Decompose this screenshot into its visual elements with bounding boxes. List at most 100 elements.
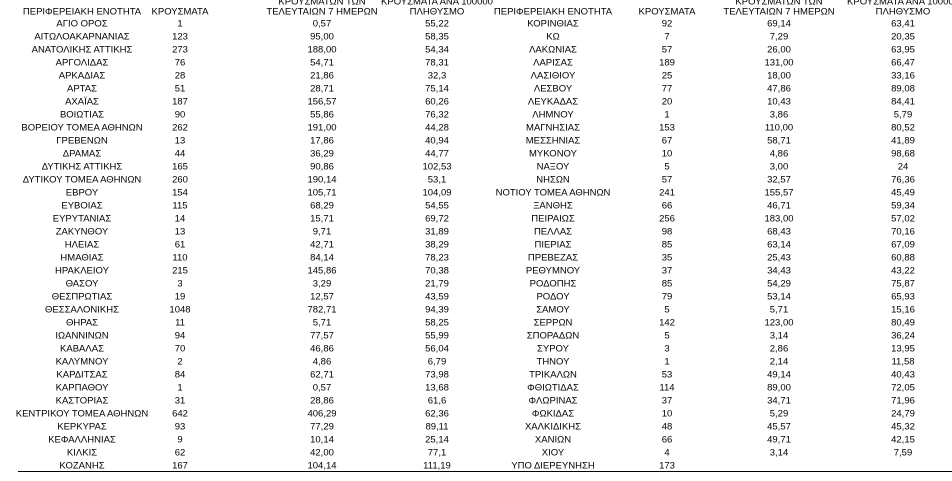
region-name: ΦΘΙΩΤΙΔΑΣ (527, 382, 579, 394)
table-cell: 58,25 (425, 317, 449, 329)
table-cell: 37 (661, 265, 673, 277)
column-header: ΤΕΛΕΥΤΑΙΩΝ 7 ΗΜΕΡΩΝ (723, 6, 835, 18)
table-cell: 62,71 (310, 369, 334, 381)
region-name: ΠΕΛΛΑΣ (533, 226, 573, 238)
table-cell: 68,43 (767, 226, 791, 238)
region-name: ΚΑΛΥΜΝΟΥ (55, 356, 109, 368)
table-cell: 3,14 (769, 447, 789, 459)
table-cell: 31,89 (425, 226, 449, 238)
table-cell: 105,71 (307, 187, 337, 199)
table-cell: 4,86 (312, 356, 332, 368)
region-name: ΕΥΒΟΙΑΣ (61, 200, 103, 212)
table-cell: 84 (174, 369, 186, 381)
region-name: ΠΕΙΡΑΙΩΣ (531, 213, 575, 225)
table-cell: 75,14 (425, 83, 449, 95)
table-cell: 173 (659, 460, 675, 472)
table-cell: 77,57 (310, 330, 334, 342)
table-cell: 5 (664, 330, 670, 342)
table-cell: 19 (174, 291, 186, 303)
table-cell: 85 (661, 239, 673, 251)
table-cell: 114 (659, 382, 675, 394)
region-name: ΡΟΔΟΥ (536, 291, 570, 303)
table-cell: 13 (174, 226, 186, 238)
table-cell: 26,00 (767, 44, 791, 56)
table-cell: 13,95 (891, 343, 915, 355)
table-cell: 94,39 (425, 304, 449, 316)
region-name: ΓΡΕΒΕΝΩΝ (56, 135, 108, 147)
table-cell: 35 (661, 252, 673, 264)
region-name: ΞΑΝΘΗΣ (533, 200, 573, 212)
table-cell: 71,96 (891, 395, 915, 407)
table-cell: 123 (172, 31, 188, 43)
table-cell: 111,19 (423, 460, 451, 472)
table-cell: 115 (172, 200, 188, 212)
region-name: ΡΟΔΟΠΗΣ (529, 278, 577, 290)
table-cell: 28,86 (310, 395, 334, 407)
table-cell: 11,58 (891, 356, 915, 368)
table-cell: 63,95 (891, 44, 915, 56)
table-cell: 68,29 (310, 200, 334, 212)
table-cell: 20 (661, 96, 673, 108)
region-name: ΚΕΝΤΡΙΚΟΥ ΤΟΜΕΑ ΑΘΗΝΩΝ (15, 408, 149, 420)
table-cell: 131,00 (764, 57, 794, 69)
table-cell: 42,71 (310, 239, 334, 251)
column-header: ΚΡΟΥΣΜΑΤΑ (151, 6, 209, 18)
column-header: ΠΛΗΘΥΣΜΟ (409, 6, 465, 18)
region-name: ΝΑΞΟΥ (536, 161, 570, 173)
region-name: ΚΑΒΑΛΑΣ (60, 343, 104, 355)
table-cell: 70,16 (891, 226, 915, 238)
table-cell: 77,29 (310, 421, 334, 433)
table-cell: 84,41 (891, 96, 915, 108)
table-cell: 38,29 (425, 239, 449, 251)
table-cell: 14 (174, 213, 186, 225)
table-cell: 80,52 (891, 122, 915, 134)
table-cell: 9 (177, 434, 183, 446)
table-cell: 54,34 (425, 44, 449, 56)
table-cell: 1048 (169, 304, 191, 316)
table-cell: 62 (174, 447, 186, 459)
table-cell: 3,86 (769, 109, 789, 121)
table-cell: 4 (664, 447, 670, 459)
table-cell: 34,71 (767, 395, 791, 407)
region-name: ΜΥΚΟΝΟΥ (529, 148, 577, 160)
table-cell: 98 (661, 226, 673, 238)
table-cell: 85 (661, 278, 673, 290)
region-name: ΗΜΑΘΙΑΣ (60, 252, 104, 264)
table-cell: 54,55 (425, 200, 449, 212)
region-name: ΛΑΣΙΘΙΟΥ (530, 70, 576, 82)
table-cell: 58,35 (425, 31, 449, 43)
table-cell: 155,57 (764, 187, 794, 199)
table-cell: 44,28 (425, 122, 449, 134)
region-name: ΑΙΤΩΛΟΑΚΑΡΝΑΝΙΑΣ (34, 31, 130, 43)
table-cell: 70 (174, 343, 186, 355)
column-header: ΤΕΛΕΥΤΑΙΩΝ 7 ΗΜΕΡΩΝ (266, 6, 378, 18)
table-cell: 256 (659, 213, 675, 225)
table-cell: 89,08 (891, 83, 915, 95)
region-name: ΤΗΝΟΥ (536, 356, 570, 368)
table-cell: 44 (174, 148, 186, 160)
table-cell: 4,86 (769, 148, 789, 160)
table-cell: 43,59 (425, 291, 449, 303)
table-cell: 11 (175, 317, 185, 329)
region-name: ΚΑΣΤΟΡΙΑΣ (55, 395, 109, 407)
table-cell: 28 (174, 70, 186, 82)
table-cell: 55,86 (310, 109, 334, 121)
table-cell: 642 (172, 408, 188, 420)
region-name: ΠΡΕΒΕΖΑΣ (527, 252, 579, 264)
table-cell: 58,71 (767, 135, 791, 147)
table-cell: 165 (172, 161, 188, 173)
region-name: ΒΟΡΕΙΟΥ ΤΟΜΕΑ ΑΘΗΝΩΝ (21, 122, 143, 134)
table-cell: 5,71 (769, 304, 789, 316)
table-cell: 7 (664, 31, 670, 43)
table-cell: 1 (664, 356, 670, 368)
table-cell: 40,43 (891, 369, 915, 381)
table-cell: 90,86 (310, 161, 334, 173)
region-name: ΣΠΟΡΑΔΩΝ (526, 330, 580, 342)
table-cell: 53 (661, 369, 673, 381)
table-cell: 59,34 (891, 200, 915, 212)
table-cell: 34,43 (767, 265, 791, 277)
table-cell: 75,87 (891, 278, 915, 290)
table-cell: 5 (664, 304, 670, 316)
region-name: ΕΥΡΥΤΑΝΙΑΣ (52, 213, 112, 225)
